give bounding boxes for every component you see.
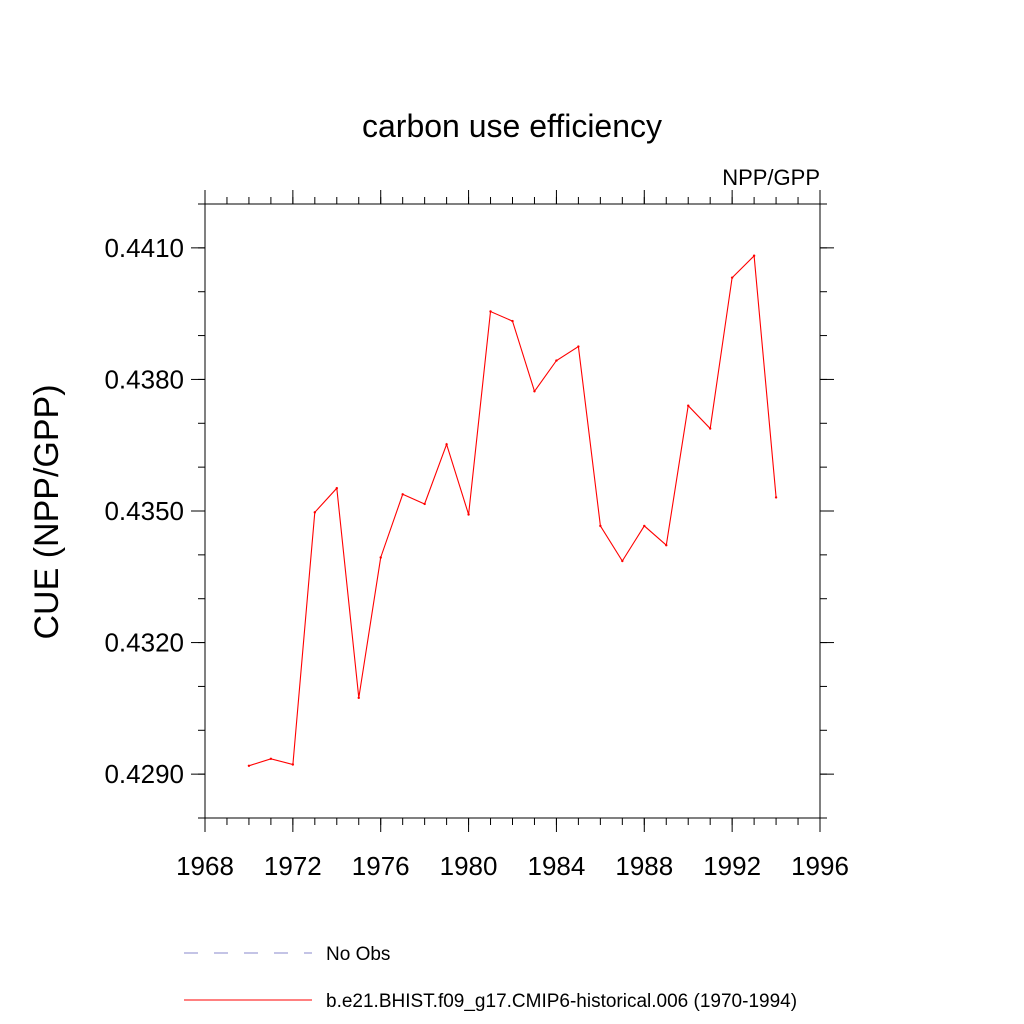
chart-subtitle: NPP/GPP — [722, 165, 820, 190]
series-point — [511, 319, 514, 323]
series-line — [248, 254, 777, 767]
series-point — [621, 559, 624, 563]
series-point — [423, 502, 426, 506]
x-tick-label: 1968 — [176, 851, 234, 881]
y-tick-label: 0.4320 — [104, 628, 184, 658]
ticks-layer: 1968 1972 1976 1980 1984 1988 1992 1996 0.4290 0.… — [104, 190, 849, 881]
series-point — [313, 511, 317, 514]
series-point — [467, 513, 470, 516]
series-point — [379, 556, 382, 559]
x-tick-label: 1996 — [791, 851, 849, 881]
series-point — [599, 524, 602, 528]
series-point — [665, 544, 668, 547]
x-tick-label: 1988 — [615, 851, 673, 881]
series-point — [687, 404, 690, 407]
y-tick-label: 0.4410 — [104, 233, 184, 263]
x-tick-label: 1984 — [528, 851, 586, 881]
series-point — [291, 763, 295, 766]
y-tick-label: 0.4350 — [104, 496, 184, 526]
series-point — [752, 254, 756, 257]
x-tick-label: 1972 — [264, 851, 322, 881]
y-tick-label: 0.4380 — [104, 364, 184, 394]
series-point — [577, 345, 580, 348]
x-tick-label: 1980 — [440, 851, 498, 881]
series-point — [357, 696, 360, 700]
y-axis-label: CUE (NPP/GPP) — [28, 384, 66, 639]
series-point — [247, 764, 251, 768]
plot-frame — [204, 203, 821, 819]
series-point — [445, 443, 448, 446]
series-point — [269, 757, 273, 760]
series-point — [708, 427, 712, 430]
legend-label: b.e21.BHIST.f09_g17.CMIP6-historical.006… — [326, 991, 797, 1012]
series-point — [401, 493, 404, 496]
series-point — [643, 524, 646, 528]
series-point — [774, 496, 778, 499]
y-tick-label: 0.4290 — [104, 759, 184, 789]
series-point — [555, 359, 558, 362]
legend-label: No Obs — [326, 944, 390, 965]
legend: No Obs b.e21.BHIST.f09_g17.CMIP6-historic… — [184, 944, 797, 1012]
series-layer — [247, 254, 778, 768]
series-point — [730, 276, 734, 279]
x-tick-label: 1976 — [352, 851, 410, 881]
series-point — [489, 310, 492, 313]
chart-title: carbon use efficiency — [362, 108, 662, 144]
x-tick-label: 1992 — [703, 851, 761, 881]
series-point — [533, 390, 536, 393]
series-point — [335, 486, 338, 490]
